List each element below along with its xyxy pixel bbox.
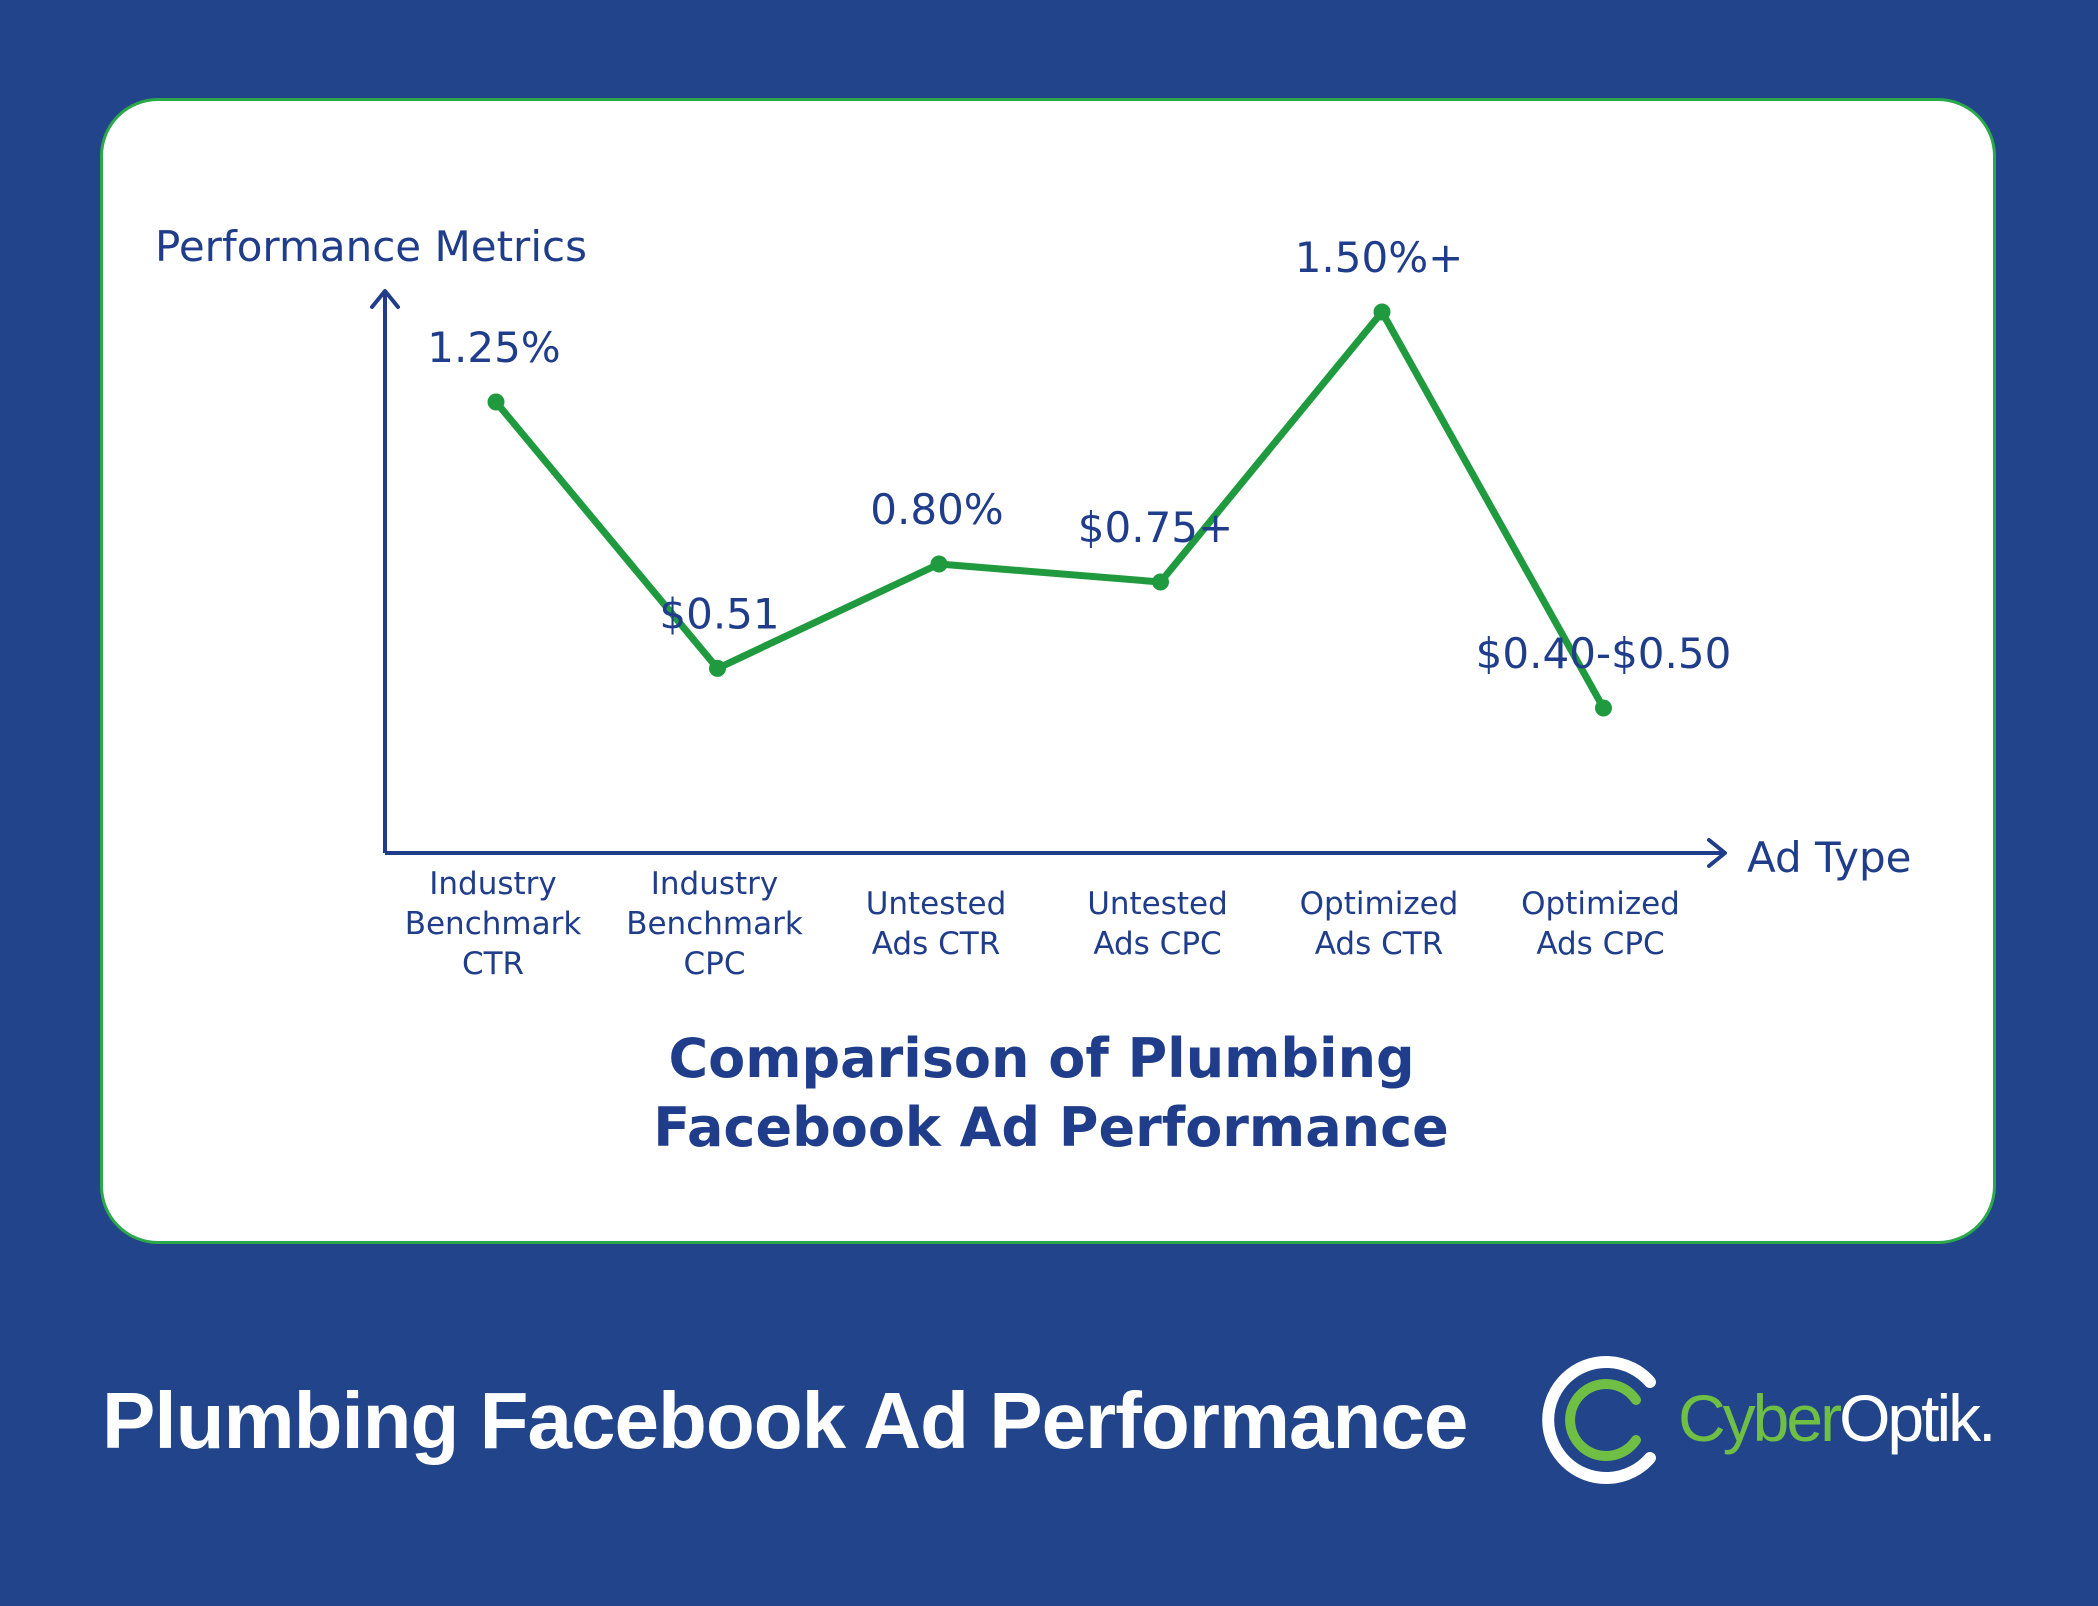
x-tick-label: Optimized Ads CPC [1521,886,1680,962]
data-label: $0.40-$0.50 [1476,629,1732,678]
x-axis-label: Ad Type [1747,833,1911,882]
page-title: Plumbing Facebook Ad Performance [102,1376,1468,1465]
brand-name-cyber: Cyber [1678,1381,1842,1455]
x-tick-label: Optimized Ads CTR [1300,886,1459,962]
data-label: 1.50%+ [1295,233,1464,282]
series-line [492,308,1607,712]
data-point [930,555,948,573]
cyberoptik-logo-icon [1542,1356,1656,1484]
brand-name-optik: Optik. [1839,1381,1996,1455]
y-axis-label: Performance Metrics [155,222,587,271]
data-label: $0.75+ [1078,503,1233,552]
data-label: $0.51 [659,589,779,638]
data-point [1152,573,1169,591]
x-axis-arrow [1707,838,1727,868]
x-tick-label: Industry Benchmark CTR [405,866,582,982]
chart-card: 1.25% $0.51 0.80% $0.75+ 1.50%+ $0.40-$0.50 I… [100,98,1996,1244]
chart-title-line-2: Facebook Ad Performance [653,1096,1448,1159]
x-tick-label: Industry Benchmark CPC [626,866,803,982]
data-label: 0.80% [870,485,1003,534]
data-point [487,393,505,411]
data-point [709,659,726,677]
x-tick-label: Untested Ads CPC [1087,886,1228,962]
chart: 1.25% $0.51 0.80% $0.75+ 1.50%+ $0.40-$0.50 I… [155,222,1911,1159]
brand-name: CyberOptik. [1678,1380,1996,1456]
data-point [1373,303,1391,321]
y-axis-arrow [370,289,400,309]
x-tick-label: Untested Ads CTR [866,886,1007,962]
chart-title-line-1: Comparison of Plumbing [669,1027,1415,1090]
data-label: 1.25% [427,323,560,372]
brand-logo: CyberOptik. [1540,1352,2020,1492]
chart-title: Comparison of Plumbing Facebook Ad Perfo… [653,1027,1448,1159]
data-point [1595,699,1612,717]
